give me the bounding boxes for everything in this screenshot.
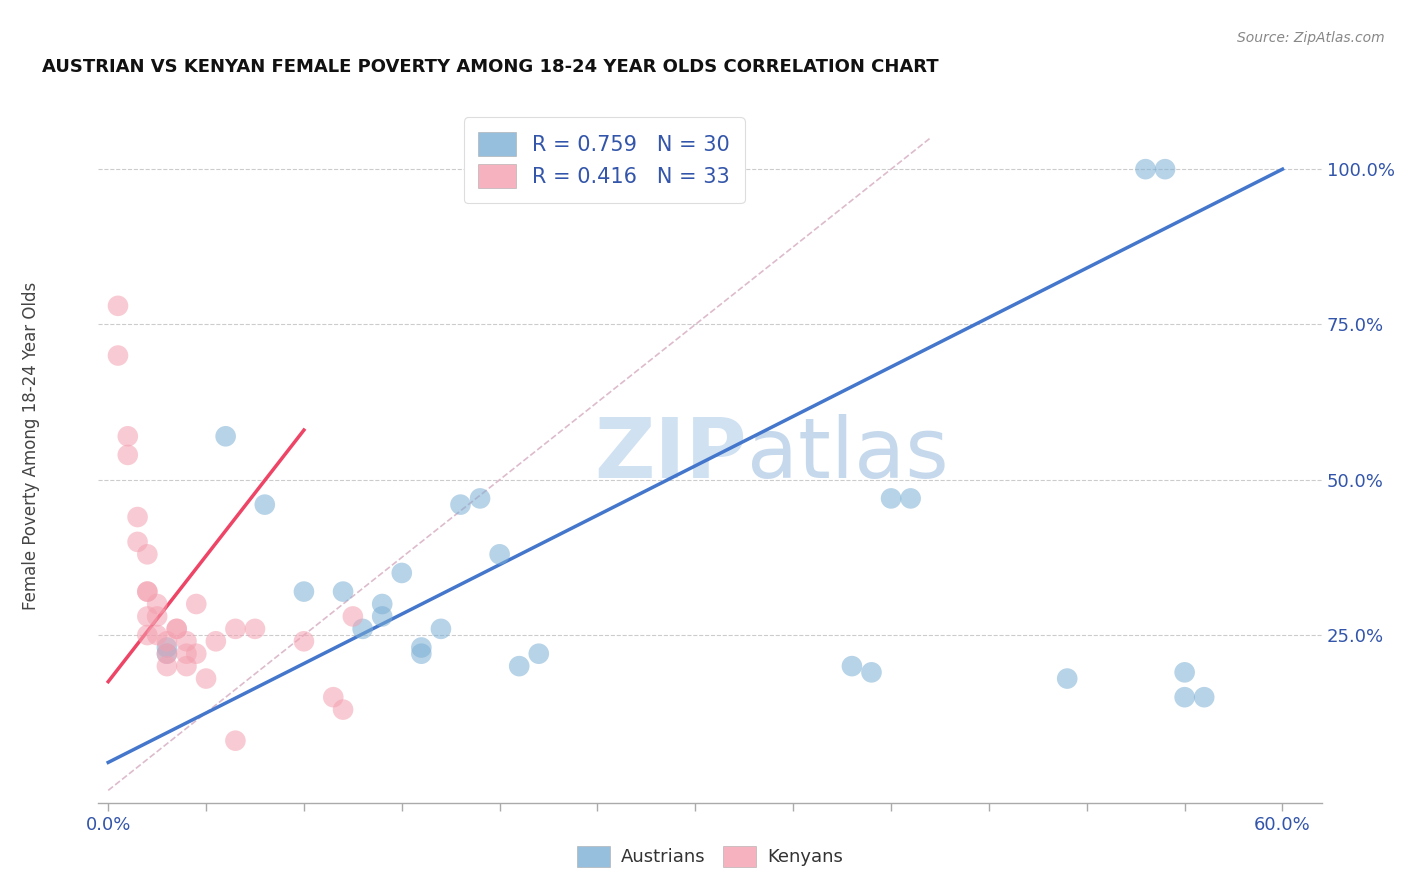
Point [411,640,433,655]
Point [127,534,149,549]
Point [880,491,903,506]
Point [430,622,453,636]
Point [292,634,315,648]
Point [156,634,179,648]
Point [342,609,364,624]
Point [243,622,266,636]
Point [186,647,208,661]
Point [146,628,169,642]
Point [156,647,179,661]
Point [224,622,246,636]
Point [411,647,433,661]
Point [136,609,159,624]
Point [322,690,344,705]
Point [292,584,315,599]
Point [665,162,688,177]
Point [176,659,198,673]
Point [371,609,394,624]
Text: atlas: atlas [747,415,949,495]
Point [156,640,179,655]
Point [391,566,413,580]
Point [332,703,354,717]
Point [195,672,218,686]
Text: Female Poverty Among 18-24 Year Olds: Female Poverty Among 18-24 Year Olds [22,282,39,610]
Point [176,647,198,661]
Point [488,547,510,561]
Point [176,634,198,648]
Point [224,733,246,747]
Text: Source: ZipAtlas.com: Source: ZipAtlas.com [1237,31,1385,45]
Point [214,429,236,443]
Point [527,647,550,661]
Point [107,299,129,313]
Point [117,448,139,462]
Point [127,510,149,524]
Point [1056,672,1078,686]
Point [166,622,188,636]
Legend: Austrians, Kenyans: Austrians, Kenyans [571,838,849,874]
Point [1174,665,1197,680]
Point [1154,162,1177,177]
Point [146,609,169,624]
Point [626,162,648,177]
Text: ZIP: ZIP [595,415,747,495]
Point [107,349,129,363]
Point [468,491,491,506]
Point [841,659,863,673]
Point [332,584,354,599]
Point [146,597,169,611]
Point [136,584,159,599]
Point [156,647,179,661]
Point [136,628,159,642]
Point [352,622,374,636]
Point [860,665,883,680]
Text: AUSTRIAN VS KENYAN FEMALE POVERTY AMONG 18-24 YEAR OLDS CORRELATION CHART: AUSTRIAN VS KENYAN FEMALE POVERTY AMONG … [42,58,939,76]
Point [450,498,472,512]
Point [117,429,139,443]
Point [166,622,188,636]
Point [1192,690,1215,705]
Point [900,491,922,506]
Point [136,547,159,561]
Point [508,659,530,673]
Point [1174,690,1197,705]
Point [253,498,276,512]
Point [205,634,228,648]
Point [186,597,208,611]
Point [1135,162,1157,177]
Point [371,597,394,611]
Point [136,584,159,599]
Point [156,659,179,673]
